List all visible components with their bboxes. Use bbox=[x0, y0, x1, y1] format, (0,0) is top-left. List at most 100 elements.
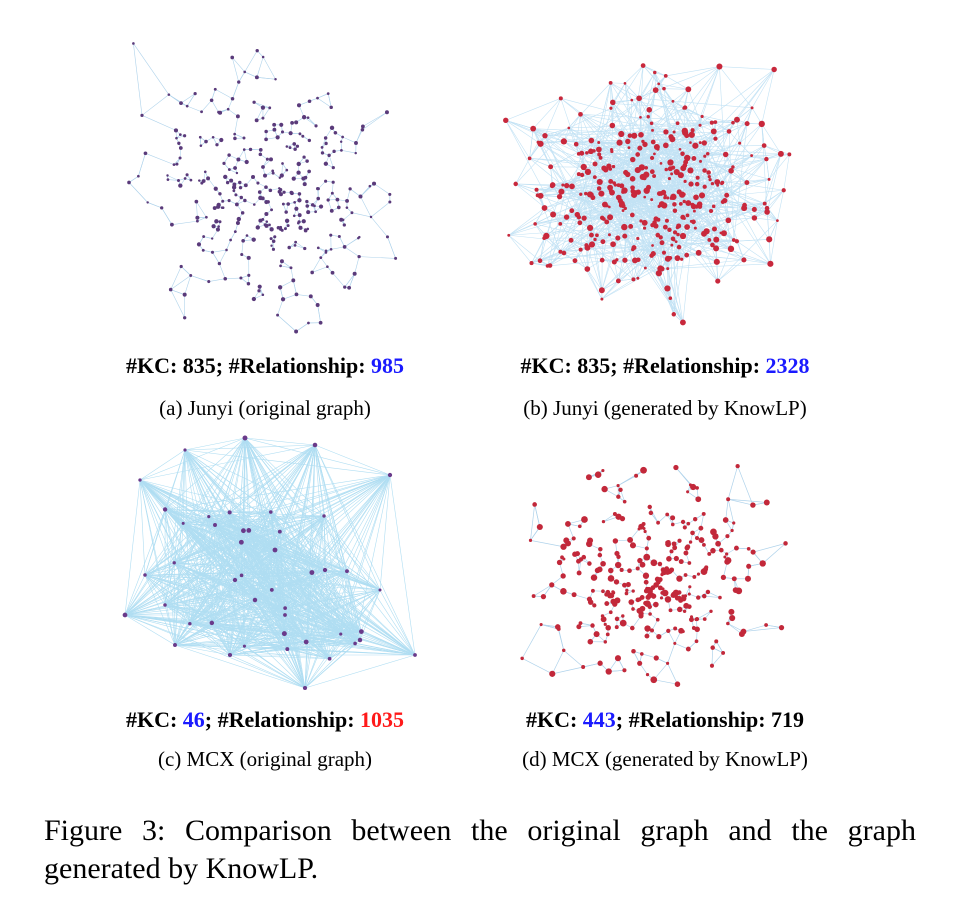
node bbox=[340, 148, 343, 152]
node bbox=[646, 115, 650, 119]
node bbox=[662, 86, 666, 91]
edge bbox=[683, 201, 719, 282]
node bbox=[764, 209, 770, 215]
node bbox=[332, 149, 336, 154]
node bbox=[343, 285, 347, 289]
node bbox=[303, 228, 308, 233]
node bbox=[698, 123, 702, 127]
node bbox=[672, 208, 678, 213]
node bbox=[327, 153, 331, 158]
node bbox=[229, 238, 232, 242]
node bbox=[622, 257, 628, 263]
node bbox=[146, 201, 149, 204]
edge bbox=[243, 511, 271, 531]
edge bbox=[139, 479, 245, 647]
edge bbox=[389, 474, 416, 656]
edge bbox=[631, 99, 734, 123]
node bbox=[305, 159, 309, 163]
edge bbox=[728, 131, 735, 241]
edge bbox=[234, 116, 239, 135]
edge bbox=[311, 572, 342, 635]
edge bbox=[642, 130, 653, 142]
edge bbox=[164, 604, 306, 689]
node bbox=[301, 134, 305, 138]
edge bbox=[282, 294, 297, 300]
edge bbox=[715, 239, 734, 249]
edge bbox=[505, 120, 530, 159]
node bbox=[691, 219, 696, 225]
edge bbox=[586, 245, 603, 291]
edge bbox=[174, 523, 184, 646]
edge bbox=[618, 197, 692, 222]
edge bbox=[508, 207, 545, 236]
node bbox=[138, 478, 142, 482]
node bbox=[231, 185, 237, 190]
edge bbox=[174, 562, 312, 573]
edge bbox=[208, 516, 245, 647]
node bbox=[246, 281, 251, 286]
node bbox=[266, 200, 270, 204]
edge bbox=[725, 154, 752, 156]
edge bbox=[328, 155, 334, 168]
edge bbox=[244, 50, 258, 73]
node bbox=[609, 122, 616, 129]
node bbox=[680, 214, 686, 220]
node bbox=[331, 180, 335, 184]
node bbox=[657, 265, 664, 272]
edge bbox=[631, 99, 641, 118]
edge bbox=[624, 235, 682, 260]
node bbox=[227, 510, 232, 515]
edge bbox=[649, 506, 659, 523]
node bbox=[127, 180, 131, 185]
edge bbox=[287, 641, 307, 650]
node bbox=[327, 656, 332, 661]
node bbox=[643, 266, 647, 270]
edge bbox=[540, 143, 551, 167]
node bbox=[684, 224, 690, 230]
edge bbox=[640, 117, 652, 124]
node bbox=[205, 215, 208, 219]
edge bbox=[164, 509, 191, 624]
edge bbox=[349, 188, 361, 197]
edge bbox=[317, 93, 329, 99]
node bbox=[268, 157, 273, 162]
edge bbox=[182, 523, 231, 656]
node bbox=[354, 141, 358, 145]
node bbox=[630, 156, 636, 163]
node bbox=[709, 120, 714, 125]
edge bbox=[241, 511, 271, 543]
edge bbox=[138, 153, 146, 177]
node bbox=[692, 142, 699, 149]
edge bbox=[174, 562, 341, 635]
edge bbox=[637, 267, 646, 279]
node bbox=[708, 177, 712, 182]
edge bbox=[379, 474, 391, 591]
edge bbox=[189, 622, 212, 625]
node bbox=[764, 156, 769, 162]
node bbox=[694, 181, 700, 187]
node bbox=[542, 236, 547, 241]
edge bbox=[244, 437, 381, 591]
node bbox=[179, 101, 183, 106]
edge bbox=[362, 112, 388, 131]
edge bbox=[311, 572, 362, 632]
edge bbox=[360, 196, 372, 218]
node bbox=[227, 199, 231, 203]
edge bbox=[161, 207, 173, 225]
edge bbox=[746, 158, 767, 183]
node bbox=[173, 643, 177, 647]
edge bbox=[685, 586, 691, 597]
edge bbox=[241, 541, 313, 573]
node bbox=[686, 155, 691, 160]
node bbox=[280, 297, 286, 302]
node bbox=[630, 185, 635, 190]
node bbox=[218, 192, 222, 196]
edge bbox=[719, 66, 775, 70]
edge bbox=[203, 250, 213, 253]
edge bbox=[610, 82, 640, 99]
node bbox=[233, 132, 237, 136]
node bbox=[339, 217, 344, 222]
edge bbox=[234, 579, 362, 632]
node bbox=[183, 316, 187, 320]
node bbox=[140, 113, 144, 117]
